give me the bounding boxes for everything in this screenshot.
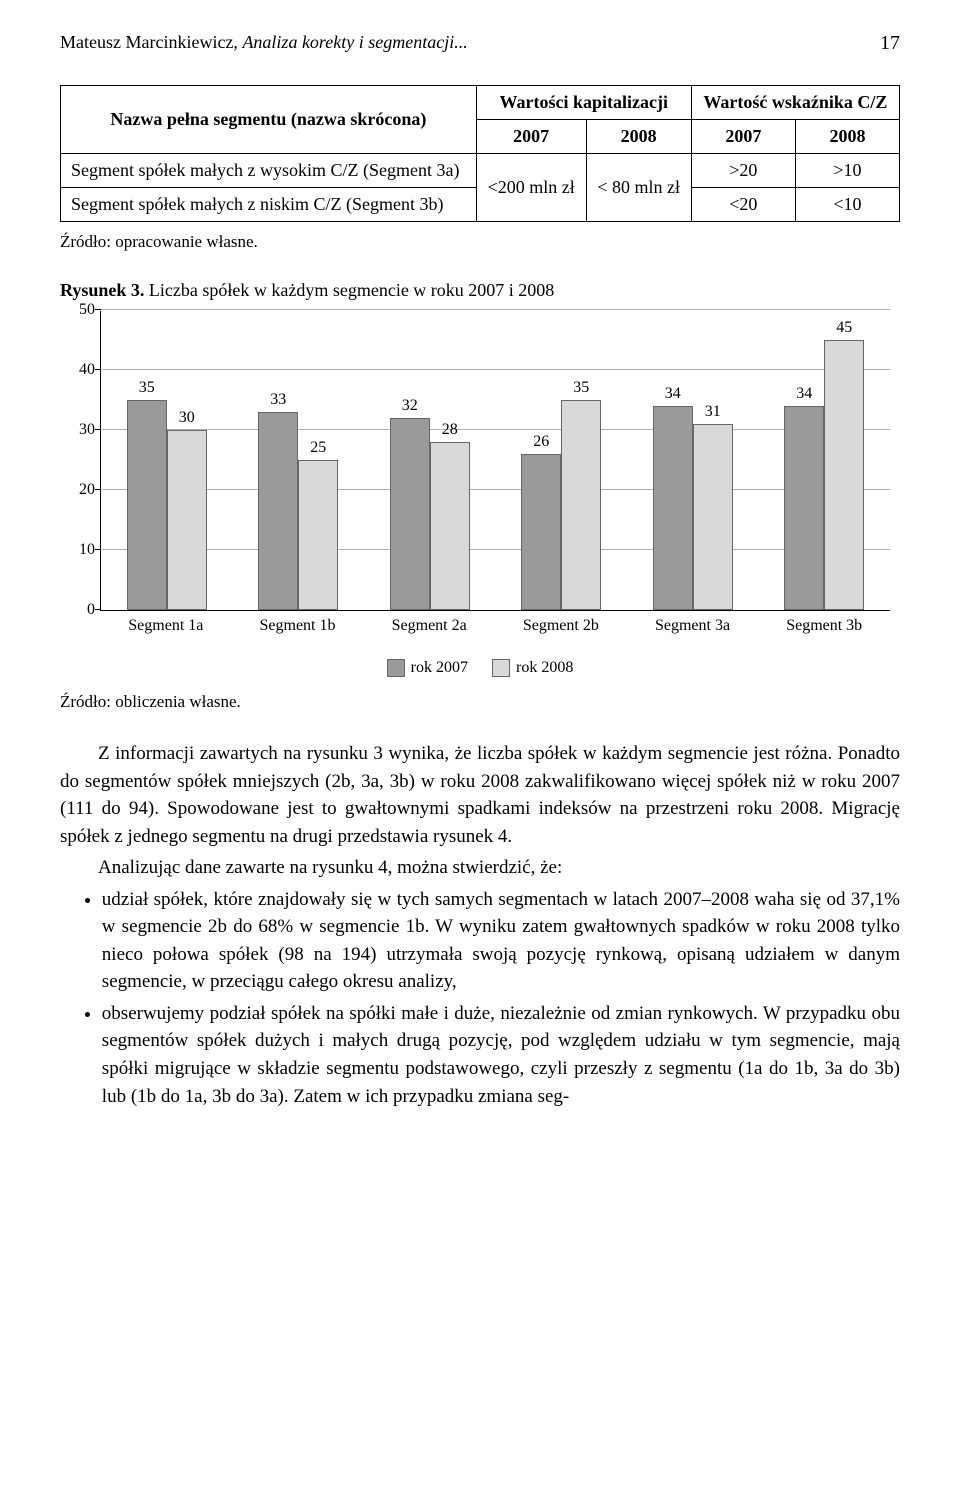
bar-value-label: 34 [796, 385, 812, 403]
bar: 35 [127, 400, 167, 610]
bar-chart: 01020304050353033253228263534313445 Segm… [70, 311, 890, 682]
page-number: 17 [880, 32, 900, 55]
cap-2008: < 80 mln zł [586, 154, 691, 222]
bar-value-label: 31 [705, 403, 721, 421]
bar: 33 [258, 412, 298, 610]
cz-3a-2007: >20 [691, 154, 795, 188]
legend-item-2008: rok 2008 [492, 659, 573, 677]
bar: 32 [390, 418, 430, 610]
bar-value-label: 33 [270, 391, 286, 409]
x-axis-label: Segment 2b [495, 611, 627, 635]
bar: 34 [784, 406, 824, 610]
legend-swatch-2007 [387, 659, 405, 677]
y-tick-label: 20 [67, 481, 95, 499]
bar-group: 3445 [759, 311, 891, 610]
y-tick-label: 40 [67, 361, 95, 379]
body-text: Z informacji zawartych na rysunku 3 wyni… [60, 740, 900, 1110]
figure-label: Rysunek 3. [60, 280, 144, 300]
bar-groups: 353033253228263534313445 [101, 311, 890, 610]
paragraph-1: Z informacji zawartych na rysunku 3 wyni… [60, 740, 900, 850]
x-axis-label: Segment 1b [232, 611, 364, 635]
bar: 45 [824, 340, 864, 610]
bar-value-label: 32 [402, 397, 418, 415]
x-axis-label: Segment 3a [627, 611, 759, 635]
bar-value-label: 35 [139, 379, 155, 397]
bar-group: 3530 [101, 311, 233, 610]
th-capitalization: Wartości kapitalizacji [476, 86, 691, 120]
bar-group: 3325 [233, 311, 365, 610]
figure-source: Źródło: obliczenia własne. [60, 692, 900, 712]
cz-3a-2008: >10 [795, 154, 899, 188]
gridline [101, 309, 890, 310]
th-cz-2007: 2007 [691, 120, 795, 154]
th-cz-2008: 2008 [795, 120, 899, 154]
row-segment-3b: Segment spółek małych z niskim C/Z (Segm… [61, 188, 477, 222]
row-segment-3a: Segment spółek małych z wysokim C/Z (Seg… [61, 154, 477, 188]
th-cap-2007: 2007 [476, 120, 586, 154]
bar-value-label: 35 [573, 379, 589, 397]
segments-table: Nazwa pełna segmentu (nazwa skrócona) Wa… [60, 85, 900, 222]
bar: 28 [430, 442, 470, 610]
cz-3b-2008: <10 [795, 188, 899, 222]
legend-label-2008: rok 2008 [516, 659, 573, 677]
bar: 35 [561, 400, 601, 610]
bar-value-label: 26 [533, 433, 549, 451]
bar: 26 [521, 454, 561, 610]
x-axis-label: Segment 2a [363, 611, 495, 635]
th-cap-2008: 2008 [586, 120, 691, 154]
legend-swatch-2008 [492, 659, 510, 677]
figure-caption-text: Liczba spółek w każdym segmencie w roku … [149, 280, 554, 300]
x-axis-label: Segment 3b [758, 611, 890, 635]
bar: 34 [653, 406, 693, 610]
y-tick-label: 50 [67, 301, 95, 319]
cap-2007: <200 mln zł [476, 154, 586, 222]
bullet-list: udział spółek, które znajdowały się w ty… [60, 886, 900, 1110]
header-author: Mateusz Marcinkiewicz, [60, 32, 238, 52]
bar: 30 [167, 430, 207, 610]
bar-value-label: 45 [836, 319, 852, 337]
header-title-fragment: Analiza korekty i segmentacji... [242, 32, 467, 52]
bar: 31 [693, 424, 733, 610]
bar-group: 2635 [496, 311, 628, 610]
header-left: Mateusz Marcinkiewicz, Analiza korekty i… [60, 32, 468, 55]
cz-3b-2007: <20 [691, 188, 795, 222]
bar-value-label: 28 [442, 421, 458, 439]
figure-caption: Rysunek 3. Liczba spółek w każdym segmen… [60, 280, 900, 301]
th-cz-indicator: Wartość wskaźnika C/Z [691, 86, 899, 120]
y-tick-label: 30 [67, 421, 95, 439]
table-source: Źródło: opracowanie własne. [60, 232, 900, 252]
y-tick-mark [95, 309, 101, 311]
bullet-1: udział spółek, które znajdowały się w ty… [102, 886, 900, 996]
bar-value-label: 30 [179, 409, 195, 427]
legend-label-2007: rok 2007 [411, 659, 468, 677]
th-segment-name: Nazwa pełna segmentu (nazwa skrócona) [61, 86, 477, 154]
bar-group: 3431 [627, 311, 759, 610]
bar-group: 3228 [364, 311, 496, 610]
bar-value-label: 34 [665, 385, 681, 403]
chart-legend: rok 2007 rok 2008 [70, 659, 890, 682]
running-header: Mateusz Marcinkiewicz, Analiza korekty i… [60, 32, 900, 55]
bar-value-label: 25 [310, 439, 326, 457]
paragraph-2: Analizując dane zawarte na rysunku 4, mo… [60, 854, 900, 882]
legend-item-2007: rok 2007 [387, 659, 468, 677]
x-axis-label: Segment 1a [100, 611, 232, 635]
y-tick-label: 10 [67, 541, 95, 559]
y-tick-label: 0 [67, 601, 95, 619]
bullet-2: obserwujemy podział spółek na spółki mał… [102, 1000, 900, 1110]
bar: 25 [298, 460, 338, 610]
